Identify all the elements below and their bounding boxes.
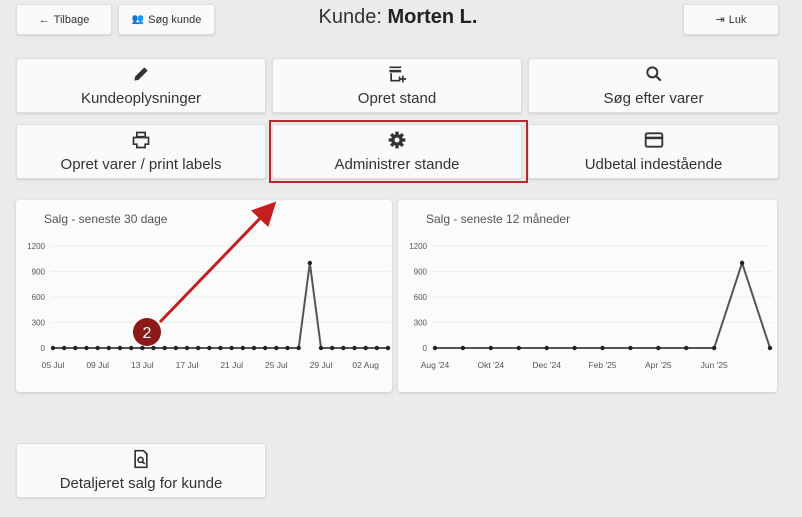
page-title: Kunde: Morten L. (318, 6, 478, 28)
back-button[interactable]: ← Tilbage (16, 4, 112, 35)
printer-icon (132, 131, 150, 149)
data-point (374, 345, 380, 351)
y-tick-label: 900 (32, 268, 46, 277)
data-point (274, 345, 279, 351)
data-point (318, 345, 324, 351)
x-tick-label: 29 Jul (310, 360, 333, 370)
x-tick-label: 09 Jul (86, 360, 109, 370)
y-tick-label: 300 (32, 319, 46, 328)
y-tick-label: 600 (32, 293, 46, 302)
x-tick-label: Feb '25 (588, 360, 616, 370)
data-point (600, 345, 605, 351)
detailed-sales-button[interactable]: Detaljeret salg for kunde (16, 443, 266, 498)
data-point (50, 345, 56, 351)
chart-title: Salg - seneste 30 dage (44, 212, 168, 226)
x-tick-label: 25 Jul (265, 360, 288, 370)
x-tick-label: Aug '24 (421, 360, 450, 370)
chart-30-days: 0 300 600 900 1200 05 Jul 09 Jul 13 Jul 17 Jul 21… (27, 242, 391, 370)
data-point (684, 345, 689, 351)
arrow-left-icon: ← (38, 13, 50, 26)
data-point (262, 345, 268, 351)
logout-icon: ⇥ (715, 14, 725, 26)
customer-info-button[interactable]: Kundeoplysninger (16, 58, 266, 113)
data-point (385, 345, 391, 351)
chart-12-months: 0 300 600 900 1200 Aug '24 Okt '24 Dec '24 Feb '… (409, 242, 773, 370)
y-tick-label: 0 (423, 344, 428, 353)
data-point (229, 345, 234, 351)
data-point (61, 345, 67, 351)
gear-icon (388, 131, 406, 149)
chart-title: Salg - seneste 12 måneder (426, 212, 571, 226)
series-line (435, 259, 771, 349)
y-tick-label: 900 (414, 268, 428, 277)
document-search-icon (134, 449, 148, 469)
x-tick-label: 02 Aug (352, 360, 379, 370)
data-point (656, 345, 661, 351)
chart-card-12-months: Salg - seneste 12 måneder 0 300 600 900 1200… (398, 200, 777, 392)
data-point (117, 345, 123, 351)
data-point (173, 345, 179, 351)
credit-card-icon (644, 132, 663, 148)
x-tick-label: 13 Jul (131, 360, 154, 370)
data-point (307, 260, 313, 266)
data-point (488, 345, 494, 351)
create-stand-button[interactable]: Opret stand (272, 58, 522, 113)
data-point (739, 260, 745, 266)
data-point (106, 345, 112, 351)
x-tick-label: 21 Jul (220, 360, 243, 370)
data-point (329, 345, 335, 351)
data-point (285, 345, 290, 351)
data-point (84, 345, 89, 351)
data-point (460, 345, 466, 351)
data-point (363, 345, 368, 351)
y-tick-label: 0 (41, 344, 46, 353)
data-point (572, 345, 577, 351)
data-point (544, 345, 549, 351)
pencil-icon (134, 67, 148, 81)
y-tick-label: 1200 (27, 242, 45, 251)
y-tick-label: 600 (414, 293, 428, 302)
add-store-icon (389, 66, 407, 83)
data-point (251, 345, 257, 351)
data-point (140, 345, 145, 351)
search-items-button[interactable]: Søg efter varer (528, 58, 779, 113)
data-point (352, 345, 357, 351)
data-point (162, 345, 167, 351)
chart-card-30-days: Salg - seneste 30 dage 0 300 600 900 1200 05 … (16, 200, 392, 392)
data-point (628, 345, 633, 351)
close-button[interactable]: ⇥ Luk (683, 4, 779, 35)
data-point (207, 345, 212, 351)
x-tick-label: Dec '24 (532, 360, 561, 370)
data-point (240, 345, 246, 351)
create-items-print-labels-button[interactable]: Opret varer / print labels (16, 124, 266, 179)
x-tick-label: Apr '25 (645, 360, 672, 370)
pay-out-balance-button[interactable]: Udbetal indestående (528, 124, 779, 179)
x-tick-label: Jun '25 (701, 360, 728, 370)
series-line (53, 262, 388, 349)
data-point (432, 345, 438, 351)
manage-stands-button[interactable]: Administrer stande (272, 124, 522, 179)
data-point (128, 345, 134, 351)
data-point (341, 345, 346, 351)
data-point (767, 345, 773, 351)
search-icon (645, 66, 661, 82)
data-point (73, 345, 78, 351)
y-tick-label: 300 (414, 319, 428, 328)
data-point (95, 345, 100, 351)
search-customer-button[interactable]: 👥 Søg kunde (118, 4, 215, 35)
user-search-icon: 👥 (131, 14, 145, 25)
data-point (184, 345, 190, 351)
data-point (218, 345, 223, 351)
x-tick-label: Okt '24 (477, 360, 504, 370)
y-tick-label: 1200 (409, 242, 427, 251)
data-point (151, 345, 156, 351)
x-tick-label: 05 Jul (42, 360, 65, 370)
data-point (516, 345, 521, 351)
x-tick-label: 17 Jul (176, 360, 199, 370)
data-point (711, 345, 717, 351)
data-point (195, 345, 201, 351)
data-point (296, 345, 301, 351)
